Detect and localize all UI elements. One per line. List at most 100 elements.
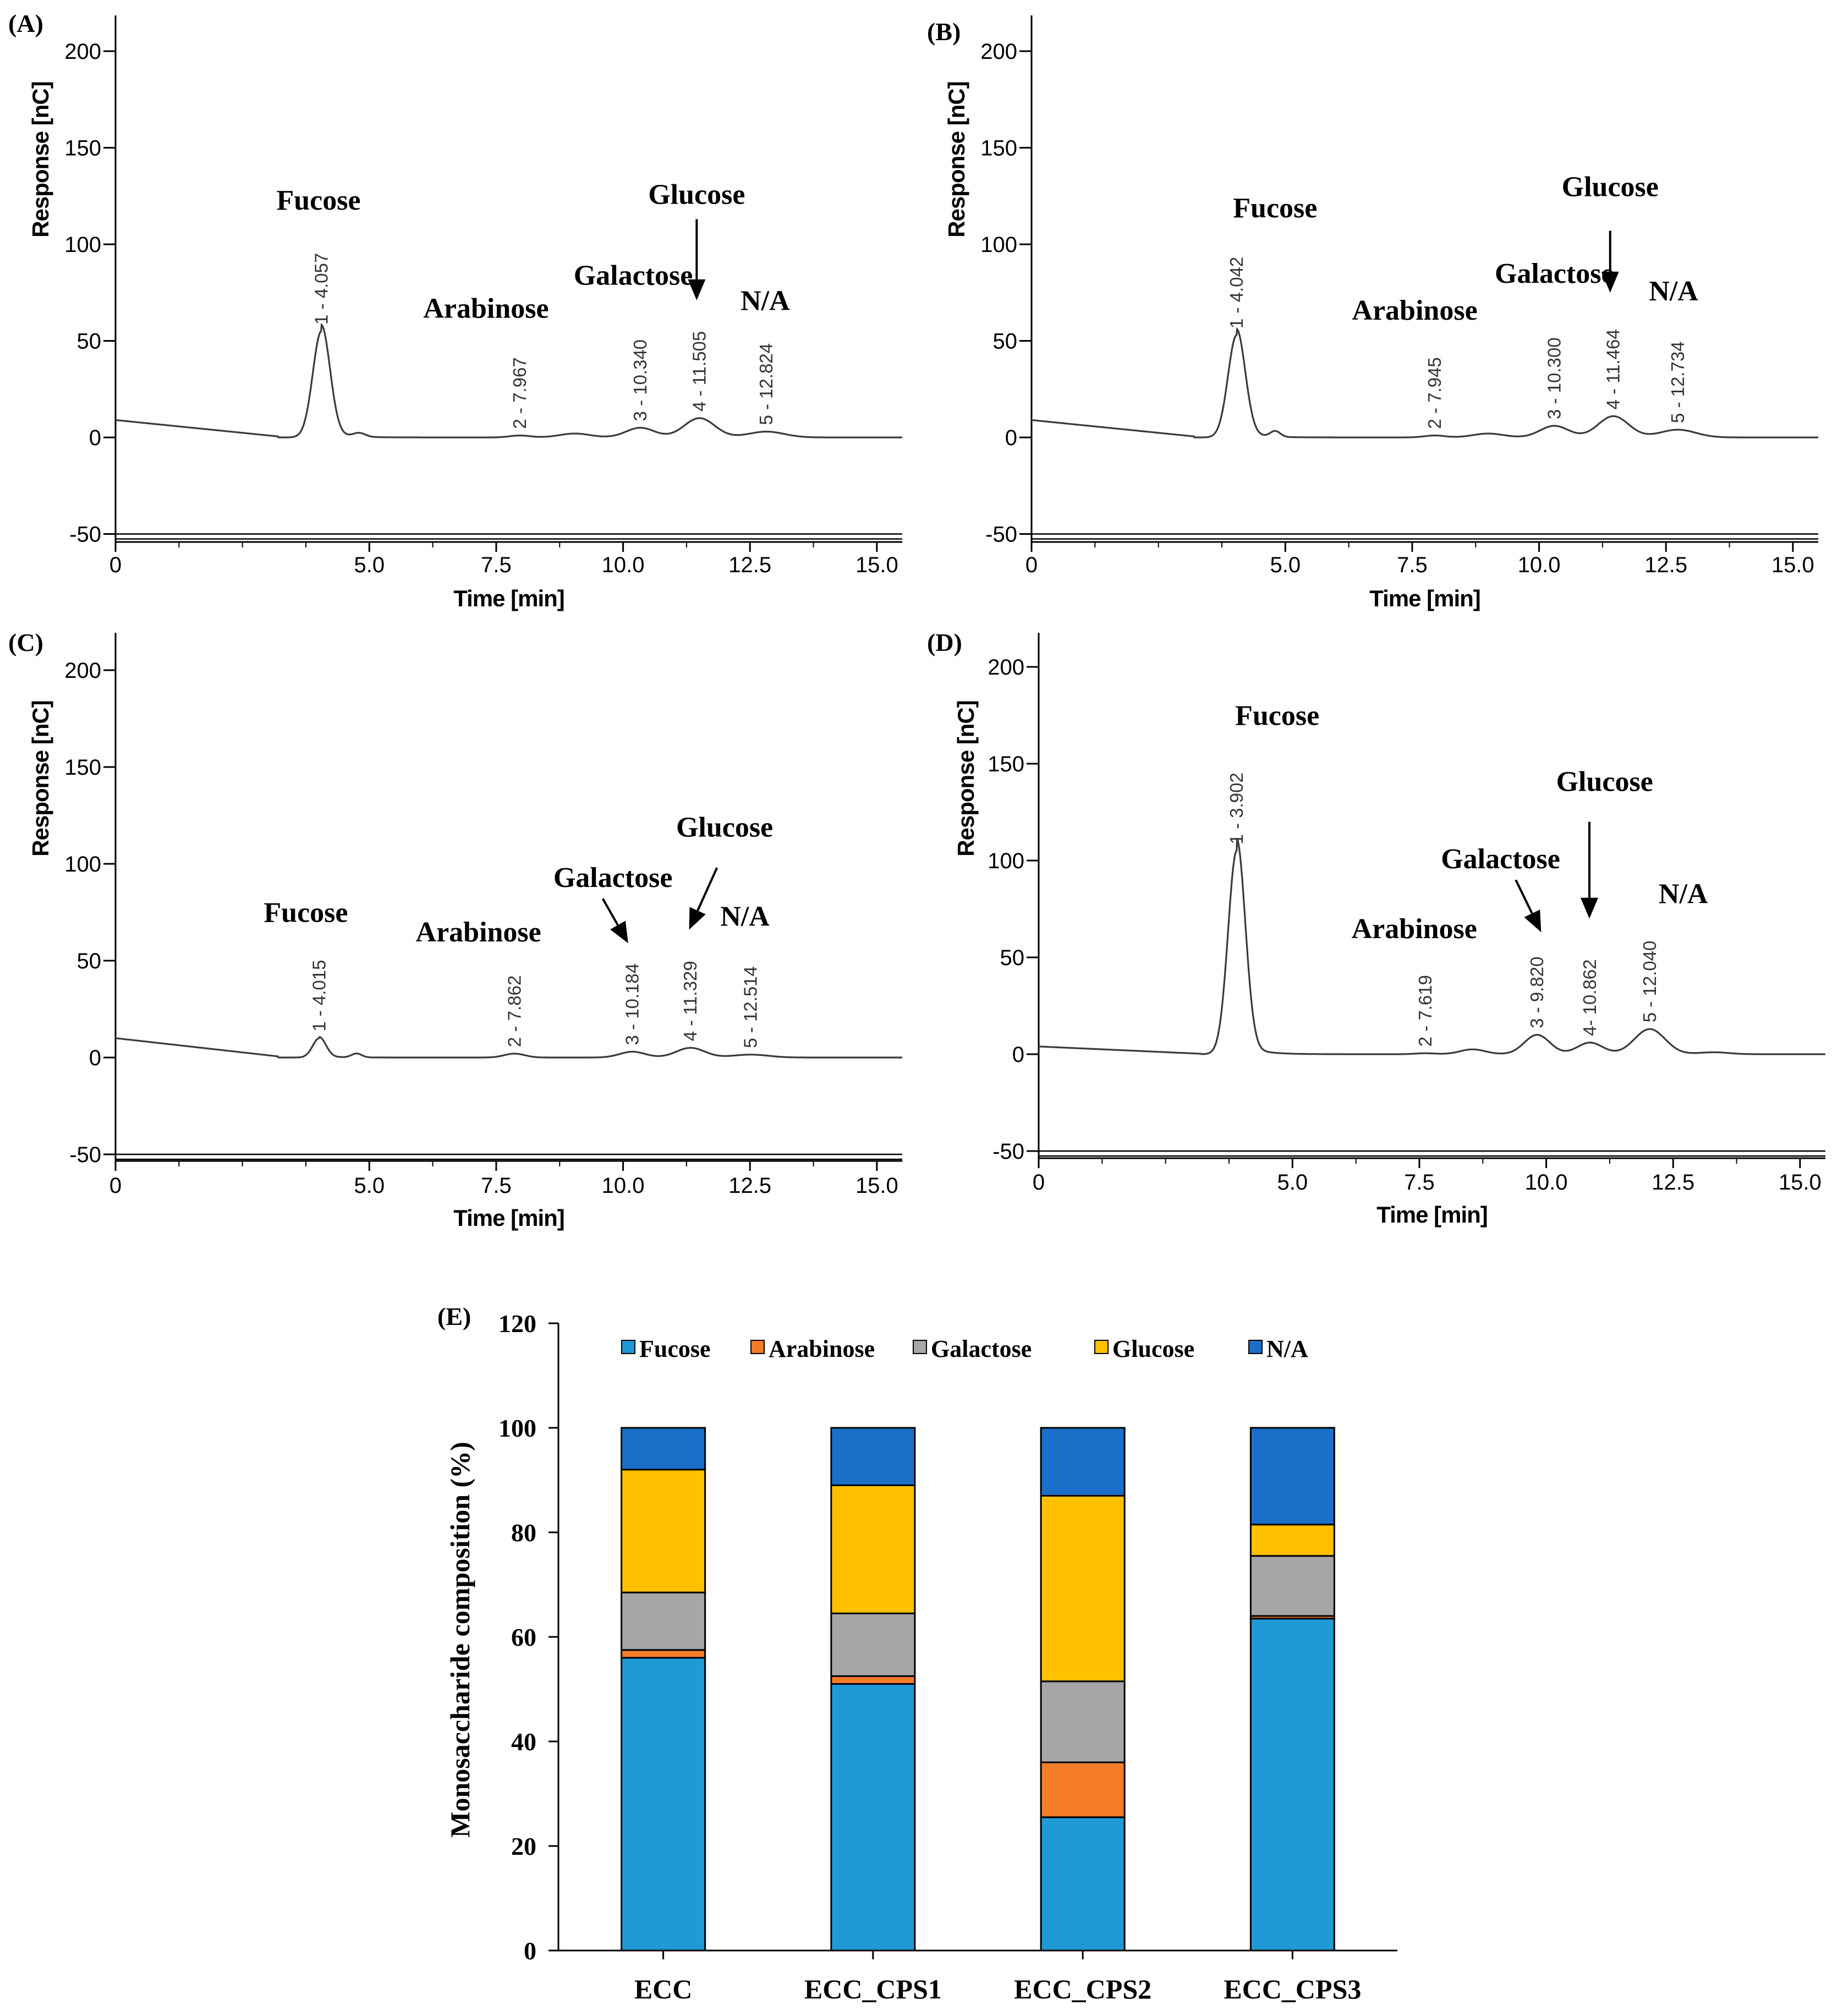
x-tick-label: 10.0 bbox=[602, 553, 645, 577]
y-axis-title: Response [nC] bbox=[28, 700, 53, 856]
x-tick-label: 7.5 bbox=[1404, 1170, 1435, 1195]
y-tick-label: 100 bbox=[64, 852, 101, 876]
x-tick-label: 0 bbox=[109, 1174, 122, 1198]
peak-id-label: 3 - 10.340 bbox=[630, 339, 650, 421]
bar-segment-arabinose bbox=[621, 1649, 706, 1659]
peak-arrow bbox=[1515, 879, 1542, 933]
bar-segment-glucose bbox=[830, 1484, 916, 1614]
peak-id-label: 3 - 9.820 bbox=[1527, 957, 1547, 1028]
chromatogram-trace bbox=[1031, 327, 1818, 439]
y-tick-label: 150 bbox=[64, 136, 101, 161]
y-tick-label: 100 bbox=[64, 233, 101, 257]
y-tick-label: 200 bbox=[64, 659, 101, 683]
chromatogram-panel-0: (A) -50 0 50 100 150 200 0 5.0 7.5 10.0 12.5 15.0 Tim… bbox=[8, 9, 902, 611]
x-tick-label: 5.0 bbox=[1277, 1170, 1308, 1195]
chromatogram-trace bbox=[115, 322, 902, 439]
legend-swatch bbox=[750, 1340, 765, 1354]
y-tick-label: 150 bbox=[980, 136, 1017, 161]
y-tick-label: 100 bbox=[988, 849, 1024, 873]
compound-label: Arabinose bbox=[1352, 295, 1477, 326]
legend-label: Glucose bbox=[1112, 1335, 1194, 1362]
panel-label: (A) bbox=[8, 9, 43, 37]
legend-swatch bbox=[1248, 1340, 1263, 1354]
x-tick-label: 7.5 bbox=[1397, 553, 1428, 577]
peak-id-label: 2 - 7.619 bbox=[1415, 975, 1435, 1047]
peak-id-label: 3 - 10.184 bbox=[622, 963, 643, 1045]
y-tick-label: 120 bbox=[498, 1310, 536, 1338]
compound-label: N/A bbox=[1659, 878, 1708, 910]
y-tick-label: 0 bbox=[524, 1937, 536, 1965]
bar-segment-na bbox=[830, 1427, 916, 1486]
peak-id-label: 4- 10.862 bbox=[1579, 959, 1600, 1036]
arrow-shaft bbox=[1515, 879, 1533, 914]
bar-segment-galactose bbox=[1249, 1555, 1335, 1617]
x-axis-title: Time [min] bbox=[453, 585, 564, 611]
peak-id-label: 5 - 12.514 bbox=[741, 966, 761, 1048]
compound-label: Fucose bbox=[1233, 193, 1317, 224]
compound-label: Glucose bbox=[648, 179, 745, 210]
compound-label: N/A bbox=[720, 901, 770, 933]
arrow-head bbox=[610, 921, 628, 944]
peak-arrow bbox=[688, 219, 706, 300]
peak-id-label: 2 - 7.967 bbox=[509, 357, 530, 429]
peak-id-label: 2 - 7.945 bbox=[1424, 357, 1445, 429]
legend-swatch bbox=[1094, 1340, 1109, 1354]
x-tick-label: 15.0 bbox=[1771, 553, 1814, 577]
bar-segment-fucose bbox=[830, 1683, 916, 1952]
x-axis-title: Time [min] bbox=[453, 1205, 564, 1231]
x-tick-label: 12.5 bbox=[1652, 1170, 1694, 1195]
compound-label: Galactose bbox=[1441, 843, 1560, 875]
category-label: ECC_CPS2 bbox=[1014, 1974, 1151, 2004]
compound-label: Arabinose bbox=[1352, 913, 1477, 945]
x-tick-label: 12.5 bbox=[728, 1174, 771, 1198]
y-axis-title: Response [nC] bbox=[953, 700, 979, 856]
legend-label: Arabinose bbox=[769, 1335, 875, 1362]
bar-segment-fucose bbox=[1040, 1816, 1126, 1952]
category-label: ECC_CPS3 bbox=[1224, 1974, 1361, 2004]
x-axis-title: Time [min] bbox=[1369, 585, 1480, 611]
y-tick-label: 0 bbox=[89, 1046, 101, 1070]
legend-label: Galactose bbox=[931, 1335, 1032, 1362]
x-tick-label: 10.0 bbox=[602, 1174, 645, 1198]
compound-label: Fucose bbox=[264, 897, 348, 929]
y-tick-label: 60 bbox=[511, 1623, 536, 1651]
bar-segment-arabinose bbox=[830, 1675, 916, 1685]
peak-id-label: 1 - 3.902 bbox=[1226, 773, 1247, 844]
y-tick-label: 50 bbox=[993, 330, 1018, 354]
x-tick-label: 12.5 bbox=[728, 553, 771, 577]
y-tick-label: -50 bbox=[69, 1143, 101, 1167]
chromatogram-trace bbox=[1038, 839, 1825, 1055]
x-tick-label: 0 bbox=[1033, 1170, 1045, 1195]
y-tick-label: 150 bbox=[988, 752, 1024, 776]
category-label: ECC bbox=[634, 1974, 693, 2004]
y-tick-label: 0 bbox=[1005, 426, 1017, 450]
compound-label: Fucose bbox=[276, 185, 360, 216]
peak-id-label: 4 - 11.329 bbox=[680, 961, 700, 1041]
arrow-head bbox=[1524, 910, 1542, 933]
arrow-shaft bbox=[601, 898, 619, 926]
compound-label: Galactose bbox=[574, 260, 693, 292]
arrow-head bbox=[689, 907, 706, 930]
peak-arrow bbox=[601, 898, 628, 944]
peak-id-label: 1 - 4.042 bbox=[1226, 257, 1247, 328]
peak-id-label: 2 - 7.862 bbox=[504, 976, 524, 1047]
legend-label: N/A bbox=[1266, 1335, 1308, 1362]
y-tick-label: 0 bbox=[1012, 1043, 1024, 1067]
y-tick-label: 100 bbox=[980, 233, 1017, 257]
y-tick-label: 150 bbox=[64, 755, 101, 780]
compound-label: Arabinose bbox=[423, 293, 548, 324]
x-tick-label: 7.5 bbox=[481, 553, 512, 577]
bar-segment-galactose bbox=[830, 1612, 916, 1677]
panel-label: (E) bbox=[437, 1302, 471, 1330]
bar-segment-arabinose bbox=[1040, 1761, 1126, 1818]
compound-label: Galactose bbox=[1495, 258, 1614, 289]
y-tick-label: 80 bbox=[511, 1519, 536, 1547]
compound-label: Fucose bbox=[1235, 700, 1319, 732]
peak-id-label: 5 - 12.734 bbox=[1668, 341, 1688, 423]
compound-label: Arabinose bbox=[416, 917, 541, 948]
y-tick-label: 20 bbox=[511, 1832, 536, 1860]
compound-label: N/A bbox=[741, 285, 790, 316]
peak-id-label: 1 - 4.015 bbox=[309, 960, 329, 1032]
y-tick-label: 200 bbox=[980, 40, 1017, 64]
